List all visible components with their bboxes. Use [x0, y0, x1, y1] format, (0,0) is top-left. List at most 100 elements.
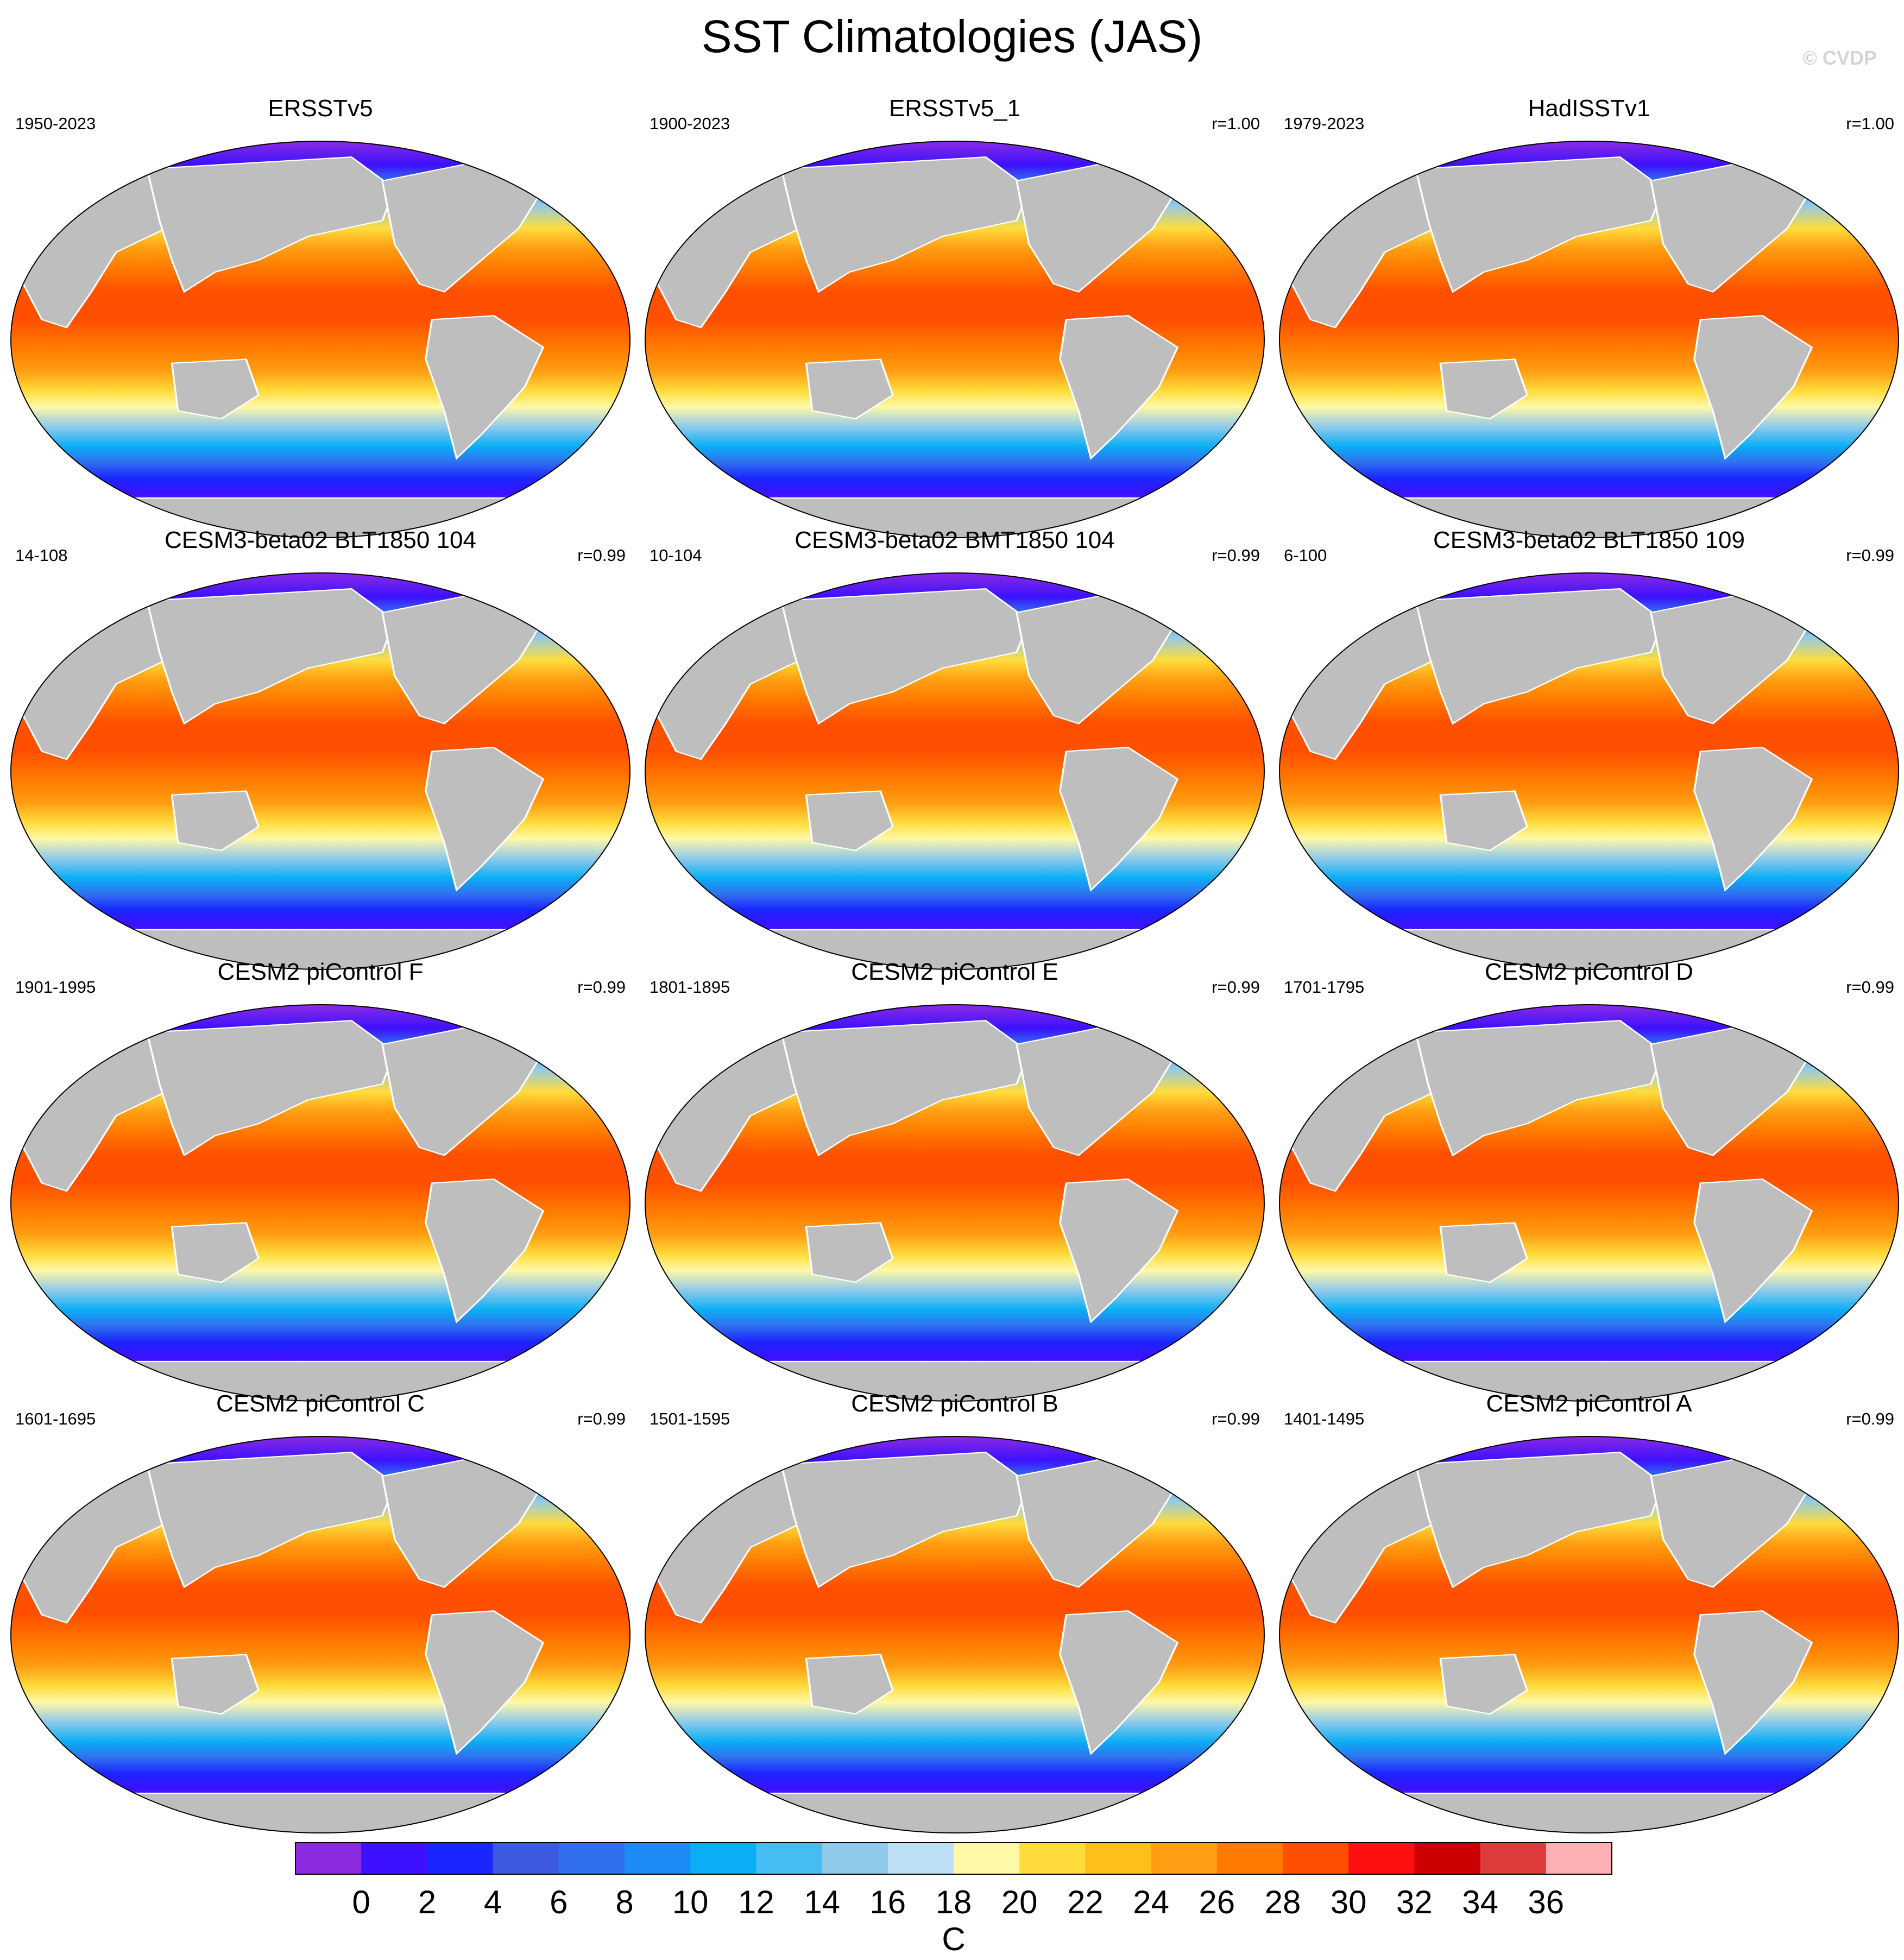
map-panel: CESM2 piControl D 1701-1795 r=0.99: [1274, 956, 1904, 1407]
map-panel: CESM2 piControl E 1801-1895 r=0.99: [640, 956, 1270, 1407]
sst-map: [1279, 1436, 1899, 1833]
land-mask: [1439, 1222, 1528, 1283]
land-mask: [146, 588, 396, 725]
land-mask: [425, 1610, 545, 1755]
land-mask: [805, 790, 894, 852]
map-outline: [1279, 141, 1899, 538]
panel-years: 1501-1595: [650, 1409, 730, 1428]
land-mask: [1059, 1178, 1179, 1324]
land-mask: [1414, 588, 1665, 725]
colorbar-segment: [1348, 1843, 1415, 1874]
colorbar-segment: [361, 1843, 427, 1874]
panel-title: CESM3-beta02 BLT1850 104: [165, 527, 476, 553]
colorbar-segment: [1283, 1843, 1349, 1874]
panel-title: ERSSTv5: [268, 95, 373, 122]
colorbar-tick-label: 18: [936, 1884, 972, 1920]
colorbar-tick-label: 26: [1199, 1884, 1235, 1920]
sst-map: [1279, 572, 1899, 970]
map-outline: [645, 1004, 1265, 1402]
panel-years: 1701-1795: [1284, 978, 1365, 997]
land-mask: [425, 1178, 545, 1324]
panel-correlation: r=0.99: [1212, 546, 1260, 565]
panel-correlation: r=0.99: [1212, 1409, 1260, 1428]
map-outline: [10, 1004, 631, 1402]
panel-years: 1950-2023: [15, 114, 96, 133]
land-mask: [171, 1222, 260, 1283]
map-outline: [1279, 1436, 1899, 1833]
land-mask: [171, 1654, 260, 1715]
colorbar-segment: [822, 1843, 888, 1874]
colorbar-tick-label: 24: [1133, 1884, 1169, 1920]
colorbar-segment: [690, 1843, 756, 1874]
panel-title: CESM2 piControl F: [217, 959, 424, 985]
panel-correlation: r=0.99: [1846, 978, 1894, 997]
land-mask: [1059, 315, 1179, 460]
map-panel: CESM2 piControl F 1901-1995 r=0.99: [5, 956, 635, 1407]
map-outline: [10, 1436, 631, 1833]
panel-years: 14-108: [15, 546, 68, 565]
land-mask: [425, 747, 545, 892]
panel-title: CESM3-beta02 BMT1850 104: [795, 527, 1115, 553]
land-mask: [650, 1792, 1260, 1833]
sst-map: [645, 572, 1265, 970]
panel-correlation: r=0.99: [577, 546, 626, 565]
land-mask: [805, 1222, 894, 1283]
sst-map: [645, 1004, 1265, 1402]
panel-years: 1900-2023: [650, 114, 730, 133]
map-panel: CESM2 piControl C 1601-1695 r=0.99: [5, 1388, 635, 1838]
land-mask: [780, 1020, 1030, 1157]
colorbar-tick-label: 2: [418, 1884, 436, 1920]
map-outline: [1279, 572, 1899, 970]
map-panel: ERSSTv5 1950-2023: [5, 92, 635, 543]
colorbar-segment: [1480, 1843, 1547, 1874]
land-mask: [780, 1452, 1030, 1589]
panel-years: 1601-1695: [15, 1409, 96, 1428]
panel-correlation: r=1.00: [1846, 114, 1894, 133]
panel-title: CESM2 piControl C: [216, 1390, 425, 1417]
map-panel: CESM3-beta02 BLT1850 109 6-100 r=0.99: [1274, 524, 1904, 975]
panel-years: 1401-1495: [1284, 1409, 1365, 1428]
cvdp-watermark: © CVDP: [1802, 47, 1877, 69]
sst-map: [10, 572, 631, 970]
sst-map: [10, 1004, 631, 1402]
land-mask: [805, 358, 894, 420]
colorbar-tick-label: 20: [1001, 1884, 1038, 1920]
sst-map: [10, 141, 631, 538]
colorbar-tick-label: 6: [550, 1884, 568, 1920]
colorbar-tick-label: 28: [1265, 1884, 1301, 1920]
panel-title: HadISSTv1: [1528, 95, 1650, 122]
land-mask: [171, 358, 260, 420]
colorbar-frame: [295, 1842, 1612, 1875]
colorbar-segment: [756, 1843, 823, 1874]
colorbar-unit-label: C: [942, 1921, 965, 1957]
colorbar-tick-label: 34: [1462, 1884, 1498, 1920]
panel-correlation: r=0.99: [577, 1409, 626, 1428]
land-mask: [15, 1792, 626, 1833]
colorbar-segment: [1414, 1843, 1481, 1874]
land-mask: [1439, 790, 1528, 852]
land-mask: [780, 588, 1030, 725]
map-panel: ERSSTv5_1 1900-2023 r=1.00: [640, 92, 1270, 543]
colorbar-tick-label: 12: [738, 1884, 774, 1920]
land-mask: [1439, 358, 1528, 420]
panel-years: 10-104: [650, 546, 702, 565]
sst-map: [1279, 141, 1899, 538]
land-mask: [1414, 1020, 1665, 1157]
map-outline: [10, 141, 631, 538]
land-mask: [805, 1654, 894, 1715]
panel-title: CESM3-beta02 BLT1850 109: [1433, 527, 1745, 553]
land-mask: [1693, 1178, 1813, 1324]
panel-title: CESM2 piControl E: [851, 959, 1058, 985]
land-mask: [1059, 747, 1179, 892]
colorbar-segment: [427, 1843, 494, 1874]
sst-map: [645, 1436, 1265, 1833]
land-mask: [1414, 156, 1665, 293]
panel-years: 1901-1995: [15, 978, 96, 997]
colorbar-tick-label: 16: [869, 1884, 906, 1920]
colorbar-tick-label: 32: [1396, 1884, 1433, 1920]
land-mask: [1059, 1610, 1179, 1755]
panel-correlation: r=0.99: [577, 978, 626, 997]
land-mask: [1693, 1610, 1813, 1755]
land-mask: [1284, 1792, 1894, 1833]
land-mask: [146, 1020, 396, 1157]
